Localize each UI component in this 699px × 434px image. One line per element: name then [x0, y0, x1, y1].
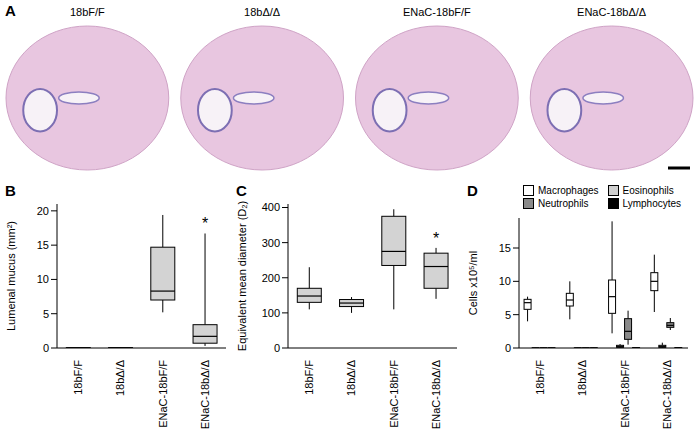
svg-text:0: 0: [274, 342, 280, 354]
svg-text:18bF/F: 18bF/F: [70, 6, 105, 18]
svg-text:*: *: [433, 230, 439, 247]
svg-text:*: *: [202, 215, 208, 232]
svg-text:0: 0: [505, 342, 511, 354]
svg-text:Lumenal mucus (mm²): Lumenal mucus (mm²): [5, 221, 17, 331]
svg-text:18bF/F: 18bF/F: [534, 360, 546, 395]
svg-text:18bF/F: 18bF/F: [72, 360, 84, 395]
svg-text:ENaC-18bF/F: ENaC-18bF/F: [403, 6, 471, 18]
svg-text:300: 300: [262, 237, 280, 249]
html-text:Macrophages: Macrophages: [538, 185, 599, 196]
html-text:B: B: [5, 182, 16, 199]
svg-text:18bΔ/Δ: 18bΔ/Δ: [345, 359, 357, 396]
html-text:Neutrophils: Neutrophils: [538, 198, 589, 209]
svg-text:0: 0: [43, 342, 49, 354]
html-text:C: C: [236, 182, 247, 199]
svg-text:ENaC-18bΔ/Δ: ENaC-18bΔ/Δ: [199, 359, 211, 429]
svg-text:18bΔ/Δ: 18bΔ/Δ: [114, 359, 126, 396]
svg-text:15: 15: [499, 242, 511, 254]
svg-text:ENaC-18bΔ/Δ: ENaC-18bΔ/Δ: [430, 359, 442, 429]
svg-text:400: 400: [262, 201, 280, 213]
svg-text:10: 10: [499, 275, 511, 287]
svg-text:100: 100: [262, 307, 280, 319]
svg-text:ENaC-18bF/F: ENaC-18bF/F: [157, 360, 169, 428]
svg-text:A: A: [5, 2, 16, 19]
svg-text:200: 200: [262, 272, 280, 284]
html-text:Eosinophils: Eosinophils: [622, 185, 674, 196]
svg-text:18bF/F: 18bF/F: [303, 360, 315, 395]
svg-text:15: 15: [37, 239, 49, 251]
svg-text:Equivalent mean diameter (D₂): Equivalent mean diameter (D₂): [236, 201, 248, 351]
svg-text:5: 5: [505, 309, 511, 321]
svg-text:ENaC-18bΔ/Δ: ENaC-18bΔ/Δ: [577, 6, 647, 18]
svg-text:ENaC-18bΔ/Δ: ENaC-18bΔ/Δ: [661, 359, 673, 429]
html-text:D: D: [467, 182, 478, 199]
svg-text:18bΔ/Δ: 18bΔ/Δ: [576, 359, 588, 396]
svg-text:Cells x10⁵/ml: Cells x10⁵/ml: [467, 251, 479, 315]
svg-text:10: 10: [37, 273, 49, 285]
svg-text:18bΔ/Δ: 18bΔ/Δ: [244, 6, 281, 18]
html-text:Lymphocytes: Lymphocytes: [622, 198, 681, 209]
svg-text:5: 5: [43, 308, 49, 320]
svg-text:ENaC-18bF/F: ENaC-18bF/F: [388, 360, 400, 428]
svg-text:20: 20: [37, 205, 49, 217]
svg-text:ENaC-18bF/F: ENaC-18bF/F: [619, 360, 631, 428]
